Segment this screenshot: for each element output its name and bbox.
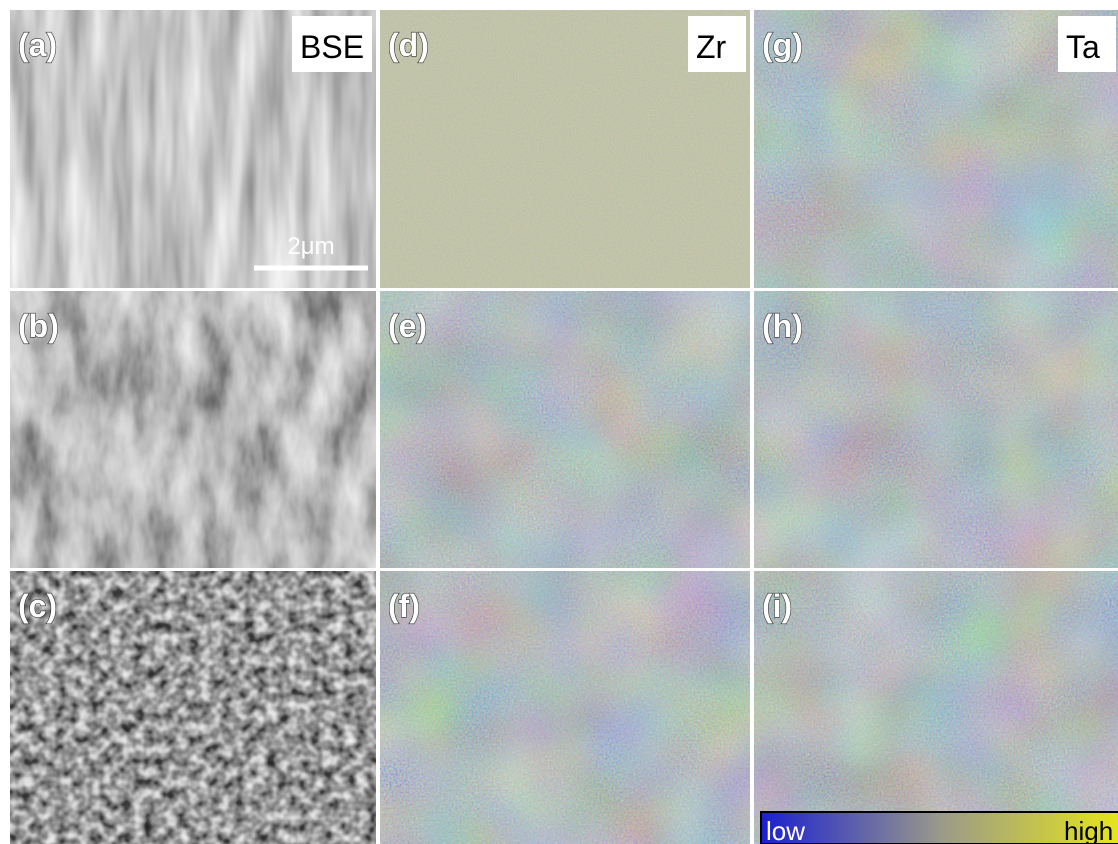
panel-image (10, 571, 376, 844)
panel-label: (d) (388, 27, 429, 63)
panel-label: (c) (18, 588, 57, 624)
colorbar: low high (761, 812, 1118, 844)
colorbar-high: high (1064, 816, 1113, 844)
column-title: Zr (696, 29, 727, 65)
panel-label: (h) (762, 308, 803, 344)
panel-image (380, 571, 750, 844)
panel-label: (f) (388, 588, 420, 624)
panel: (f) (380, 571, 750, 844)
panel: (c) (10, 571, 376, 844)
column-title: BSE (300, 29, 364, 65)
panel-label: (b) (18, 308, 59, 344)
panel-label: (a) (18, 27, 57, 63)
panel-image (754, 571, 1118, 844)
panel-image (10, 291, 376, 568)
panel: (i) (754, 571, 1118, 844)
panel: (h) (754, 291, 1118, 568)
panel-label: (e) (388, 308, 427, 344)
panel-grid: (a) (d) (g) (b) (e) (h) (c) (f) (i) BSE Zr Ta (10, 10, 1118, 844)
panel: (b) (10, 291, 376, 568)
panel-image (380, 291, 750, 568)
panel-image (754, 291, 1118, 568)
panel-label: (i) (762, 588, 792, 624)
figure: (a) (d) (g) (b) (e) (h) (c) (f) (i) BSE Zr Ta 2μm l… (0, 0, 1118, 844)
column-title: Ta (1066, 29, 1100, 65)
panel: (e) (380, 291, 750, 568)
scale-bar-label: 2μm (287, 233, 334, 260)
colorbar-low: low (766, 816, 805, 844)
panel-label: (g) (762, 27, 803, 63)
